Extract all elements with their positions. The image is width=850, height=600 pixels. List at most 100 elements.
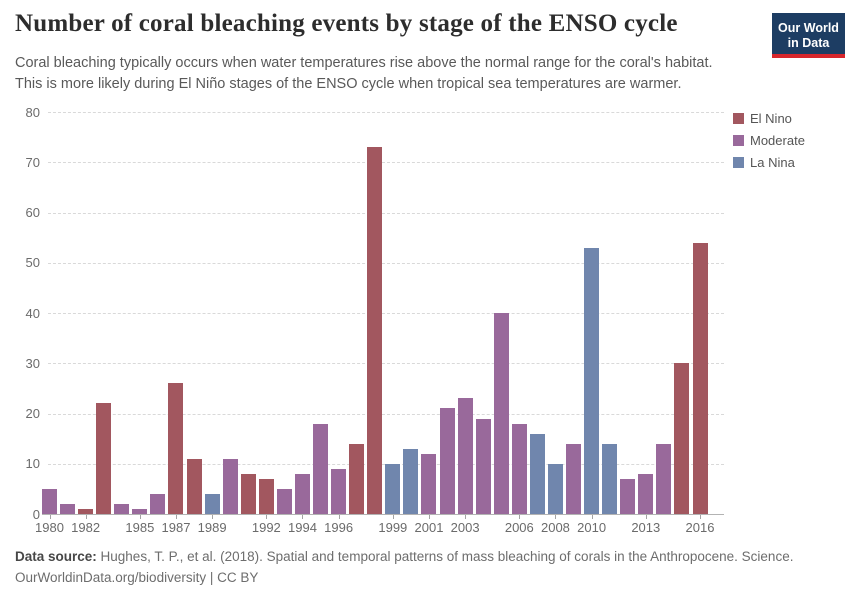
legend-label: La Nina xyxy=(750,154,795,170)
bar-1998[interactable] xyxy=(367,147,383,514)
gridline-20 xyxy=(48,413,724,415)
y-axis-label-80: 80 xyxy=(25,104,40,120)
bar-2000[interactable] xyxy=(403,448,419,514)
bar-1984[interactable] xyxy=(114,503,130,514)
bar-1996[interactable] xyxy=(331,468,347,514)
x-tick-2003 xyxy=(465,515,467,519)
legend-label: Moderate xyxy=(750,132,805,148)
bar-2003[interactable] xyxy=(457,398,473,514)
bar-1981[interactable] xyxy=(60,503,76,514)
bar-2012[interactable] xyxy=(620,478,636,514)
x-tick-1994 xyxy=(302,515,304,519)
data-source-line: Data source: Hughes, T. P., et al. (2018… xyxy=(15,546,793,567)
bar-2011[interactable] xyxy=(602,443,618,514)
legend-swatch-icon xyxy=(733,134,744,146)
gridline-50 xyxy=(48,262,724,264)
x-tick-2008 xyxy=(555,515,557,519)
x-axis-label-2008: 2008 xyxy=(540,520,570,535)
bar-2015[interactable] xyxy=(674,363,690,514)
bar-2005[interactable] xyxy=(493,313,509,514)
data-source-label: Data source: xyxy=(15,549,97,564)
x-axis-label-2010: 2010 xyxy=(577,520,607,535)
y-axis-label-0: 0 xyxy=(32,506,40,522)
bar-2010[interactable] xyxy=(584,247,600,514)
gridline-60 xyxy=(48,212,724,214)
bar-1994[interactable] xyxy=(294,473,310,514)
gridline-40 xyxy=(48,313,724,314)
x-axis-label-2013: 2013 xyxy=(631,520,661,535)
x-tick-1987 xyxy=(175,515,177,519)
x-axis-label-1996: 1996 xyxy=(324,520,354,535)
x-tick-1999 xyxy=(392,515,394,519)
y-axis-label-70: 70 xyxy=(25,154,40,170)
bar-1980[interactable] xyxy=(42,488,57,514)
bar-1988[interactable] xyxy=(186,458,202,514)
chart-footer: Data source: Hughes, T. P., et al. (2018… xyxy=(15,546,793,588)
bar-2001[interactable] xyxy=(421,453,437,514)
y-axis-label-30: 30 xyxy=(25,355,40,371)
chart-title: Number of coral bleaching events by stag… xyxy=(15,10,678,37)
owid-logo: Our World in Data xyxy=(772,13,845,58)
bar-1997[interactable] xyxy=(349,443,365,514)
bar-1983[interactable] xyxy=(96,403,112,514)
chart-subtitle-line1: Coral bleaching typically occurs when wa… xyxy=(15,55,713,71)
owid-logo-line2: in Data xyxy=(787,35,830,50)
chart-subtitle-line2: This is more likely during El Niño stage… xyxy=(15,76,682,92)
data-source-text: Hughes, T. P., et al. (2018). Spatial an… xyxy=(96,549,794,564)
bar-1995[interactable] xyxy=(313,423,329,514)
y-axis-label-10: 10 xyxy=(25,456,40,472)
attribution-line: OurWorldinData.org/biodiversity | CC BY xyxy=(15,570,259,585)
x-tick-1992 xyxy=(266,515,268,519)
legend-item-moderate: Moderate xyxy=(733,132,805,148)
gridline-30 xyxy=(48,363,724,365)
x-axis-label-2016: 2016 xyxy=(685,520,715,535)
bar-1987[interactable] xyxy=(168,383,184,514)
bar-2013[interactable] xyxy=(638,473,654,514)
x-tick-1985 xyxy=(139,515,141,519)
bar-2006[interactable] xyxy=(511,423,527,514)
legend-item-la-nina: La Nina xyxy=(733,154,805,170)
bar-1999[interactable] xyxy=(385,463,401,514)
x-axis-label-1987: 1987 xyxy=(161,520,191,535)
bar-2014[interactable] xyxy=(656,443,672,514)
owid-logo-stripe xyxy=(772,54,845,58)
x-axis-label-2006: 2006 xyxy=(504,520,534,535)
x-tick-1982 xyxy=(85,515,87,519)
bar-1982[interactable] xyxy=(78,508,94,514)
bar-2009[interactable] xyxy=(566,443,582,514)
x-axis-label-1985: 1985 xyxy=(125,520,155,535)
bar-1990[interactable] xyxy=(222,458,238,514)
x-tick-2006 xyxy=(519,515,521,519)
bar-1993[interactable] xyxy=(276,488,292,514)
x-tick-2010 xyxy=(591,515,593,519)
legend-item-el-nino: El Nino xyxy=(733,110,805,126)
x-tick-2001 xyxy=(428,515,430,519)
chart-legend: El Nino Moderate La Nina xyxy=(733,111,805,177)
x-axis-label-1994: 1994 xyxy=(288,520,317,535)
x-tick-1980 xyxy=(49,515,51,519)
bar-2016[interactable] xyxy=(692,242,708,514)
bar-1986[interactable] xyxy=(150,493,166,514)
bar-2004[interactable] xyxy=(475,418,491,514)
x-tick-1996 xyxy=(338,515,340,519)
bar-1991[interactable] xyxy=(240,473,256,514)
x-axis-label-2001: 2001 xyxy=(414,520,444,535)
gridline-80 xyxy=(48,112,724,113)
legend-swatch-icon xyxy=(733,112,744,124)
bar-2008[interactable] xyxy=(547,463,563,514)
x-axis-label-1989: 1989 xyxy=(197,520,227,535)
bar-1985[interactable] xyxy=(132,508,148,514)
x-axis-label-2003: 2003 xyxy=(450,520,480,535)
y-axis-label-60: 60 xyxy=(25,205,40,220)
x-axis-label-1999: 1999 xyxy=(378,520,408,535)
x-tick-2013 xyxy=(645,515,647,519)
bar-1992[interactable] xyxy=(258,478,274,514)
bar-2002[interactable] xyxy=(439,408,455,514)
legend-label: El Nino xyxy=(750,110,792,126)
x-axis-line xyxy=(42,514,724,515)
x-tick-2016 xyxy=(700,515,702,519)
bar-1989[interactable] xyxy=(204,493,220,514)
y-axis-label-50: 50 xyxy=(25,255,40,271)
bar-2007[interactable] xyxy=(529,433,545,514)
